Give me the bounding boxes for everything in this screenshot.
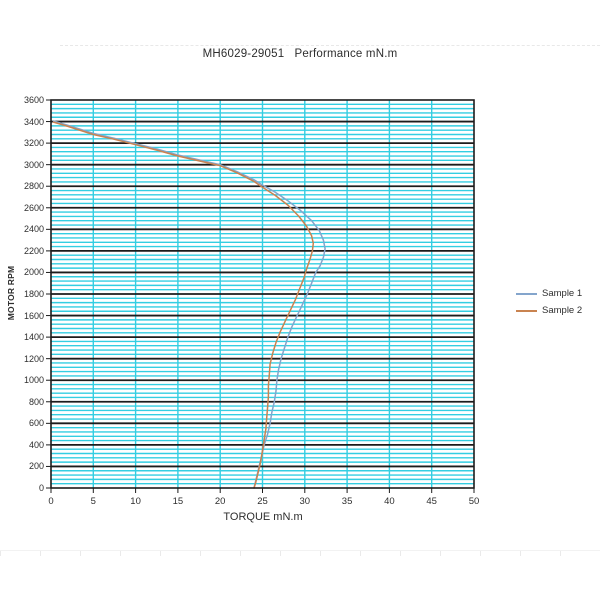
y-tick-label: 2000 bbox=[23, 267, 44, 278]
x-tick-label: 25 bbox=[257, 496, 268, 507]
legend[interactable]: Sample 1 Sample 2 bbox=[516, 285, 582, 319]
x-tick-label: 0 bbox=[48, 496, 54, 507]
x-tick-label: 15 bbox=[172, 496, 184, 507]
y-tick-label: 800 bbox=[28, 396, 44, 407]
y-tick-label: 200 bbox=[28, 461, 44, 472]
x-axis-title: TORQUE mN.m bbox=[223, 511, 303, 523]
x-tick-label: 40 bbox=[384, 496, 395, 507]
plot-border bbox=[50, 99, 475, 489]
x-tick-label: 35 bbox=[341, 496, 353, 507]
legend-label: Sample 1 bbox=[542, 288, 583, 299]
series-sample-2[interactable] bbox=[52, 121, 315, 489]
y-tick-label: 1200 bbox=[23, 353, 44, 364]
y-tick-label: 3400 bbox=[23, 116, 44, 127]
legend-line-swatch bbox=[516, 292, 537, 295]
y-tick-label: 1000 bbox=[23, 375, 44, 386]
legend-item-sample-2[interactable]: Sample 2 bbox=[516, 302, 582, 319]
y-tick-label: 1600 bbox=[23, 310, 44, 321]
y-tick-label: 2600 bbox=[23, 202, 44, 213]
series-sample-1[interactable] bbox=[52, 120, 326, 489]
x-tick-label: 50 bbox=[468, 496, 480, 507]
y-tick-label: 0 bbox=[38, 483, 44, 493]
y-tick-label: 3200 bbox=[23, 138, 44, 149]
x-tick-label: 5 bbox=[90, 496, 96, 507]
y-axis-title: MOTOR RPM bbox=[6, 265, 16, 321]
y-tick-label: 2200 bbox=[23, 245, 44, 256]
x-tick-label: 20 bbox=[214, 496, 226, 507]
x-tick-label: 10 bbox=[130, 496, 141, 507]
y-tick-label: 1400 bbox=[23, 332, 44, 343]
axis-tick-marks bbox=[46, 99, 475, 493]
y-tick-label: 3000 bbox=[23, 159, 44, 170]
y-tick-label: 3600 bbox=[23, 95, 44, 105]
x-tick-label: 30 bbox=[299, 496, 311, 507]
legend-label: Sample 2 bbox=[542, 305, 583, 316]
y-tick-label: 400 bbox=[28, 439, 44, 450]
sheet-gridline-bottom bbox=[0, 550, 600, 557]
major-gridlines bbox=[51, 120, 474, 468]
legend-item-sample-1[interactable]: Sample 1 bbox=[516, 285, 582, 302]
x-tick-label: 45 bbox=[426, 496, 437, 507]
y-tick-label: 2800 bbox=[23, 181, 44, 192]
legend-line-swatch bbox=[516, 309, 537, 312]
y-tick-label: 1800 bbox=[23, 289, 44, 299]
sheet-pagebreak-line-top bbox=[60, 45, 600, 46]
y-tick-label: 2400 bbox=[23, 224, 44, 235]
chart-title: MH6029-29051 Performance mN.m bbox=[202, 48, 398, 60]
y-tick-label: 600 bbox=[28, 418, 44, 429]
